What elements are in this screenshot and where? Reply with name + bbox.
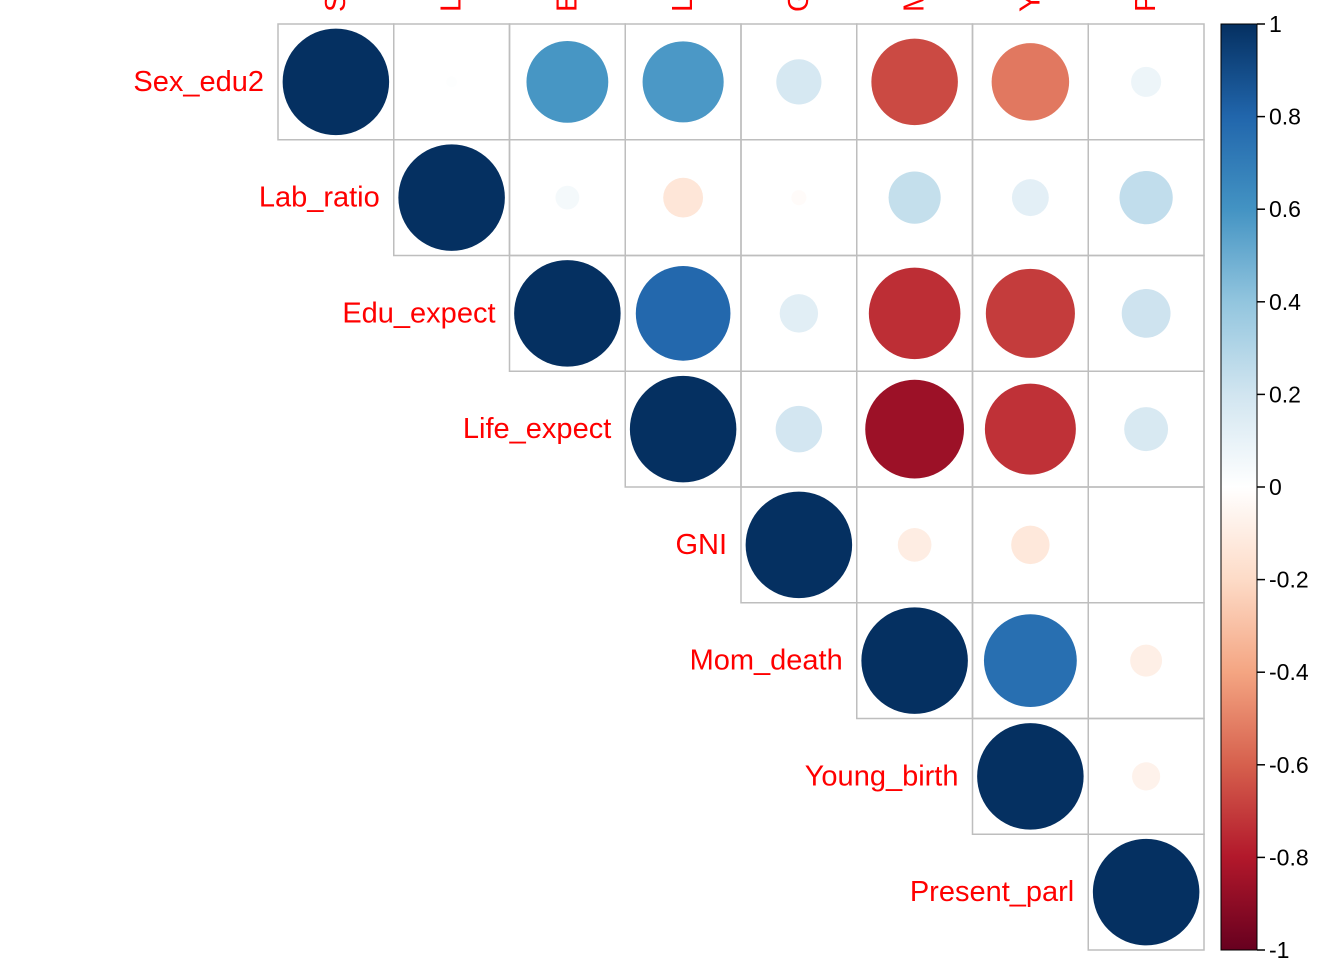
row-label-Life_expect: Life_expect — [463, 413, 611, 445]
corr-circle-Edu_expect-Young_birth — [985, 268, 1075, 358]
cell-GNI-Present_parl — [1087, 486, 1205, 604]
column-label-GNI: GNI — [783, 0, 815, 12]
corr-circle-Lab_ratio-Lab_ratio — [398, 144, 505, 251]
corr-circle-Life_expect-Young_birth — [984, 383, 1076, 475]
row-label-Present_parl: Present_parl — [910, 876, 1074, 908]
corr-circle-Lab_ratio-Mom_death — [888, 171, 941, 224]
corr-circle-Present_parl-Present_parl — [1092, 838, 1200, 946]
corr-circle-Lab_ratio-GNI — [791, 190, 807, 206]
corr-circle-Edu_expect-Life_expect — [635, 266, 731, 361]
correlation-cells — [277, 23, 1205, 951]
corr-circle-Sex_edu2-Lab_ratio — [446, 76, 457, 88]
corr-circle-Edu_expect-Edu_expect — [514, 260, 621, 367]
corr-circle-Sex_edu2-Life_expect — [642, 41, 724, 123]
column-label-Mom_death: Mom_death — [899, 0, 931, 12]
corr-circle-Sex_edu2-Present_parl — [1131, 66, 1162, 97]
corr-circle-Sex_edu2-Mom_death — [871, 38, 958, 126]
row-label-Mom_death: Mom_death — [690, 645, 843, 677]
corr-circle-Sex_edu2-GNI — [776, 59, 822, 105]
legend-tick-label: -1 — [1269, 937, 1289, 960]
corr-circle-Mom_death-Young_birth — [983, 614, 1077, 708]
legend-tick-label: -0.8 — [1269, 844, 1309, 870]
color-legend-ticks: 1 0.8 0.6 0.4 0.2 0 -0.2 -0.4 -0.6 -0.8 -1 — [1257, 11, 1309, 960]
column-label-Lab_ratio: Lab_ratio — [436, 0, 468, 12]
column-labels: Sex_edu2 Lab_ratio Edu_expect Life_expect GN… — [320, 0, 1162, 12]
corr-circle-GNI-Mom_death — [897, 528, 932, 562]
row-labels: Sex_edu2 Lab_ratio Edu_expect Life_expect GN… — [133, 66, 1074, 908]
legend-tick-label: 0.8 — [1269, 104, 1301, 130]
corr-circle-Lab_ratio-Present_parl — [1119, 171, 1173, 225]
corr-circle-Lab_ratio-Life_expect — [663, 177, 704, 218]
corr-circle-GNI-Young_birth — [1011, 525, 1050, 565]
legend-tick-label: 0.2 — [1269, 381, 1301, 407]
corr-circle-Life_expect-Life_expect — [629, 375, 737, 483]
corr-circle-Life_expect-Present_parl — [1124, 407, 1169, 452]
color-legend: 1 0.8 0.6 0.4 0.2 0 -0.2 -0.4 -0.6 -0.8 -1 — [1220, 11, 1309, 960]
column-label-Present_parl: Present_parl — [1130, 0, 1162, 12]
row-label-GNI: GNI — [675, 529, 727, 561]
corr-circle-GNI-GNI — [745, 491, 853, 599]
corr-circle-Life_expect-Mom_death — [865, 379, 965, 479]
column-label-Life_expect: Life_expect — [667, 0, 699, 12]
cell-Present_parl-Present_parl — [1087, 833, 1205, 951]
column-label-Sex_edu2: Sex_edu2 — [320, 0, 352, 12]
corr-circle-Mom_death-Mom_death — [861, 607, 968, 714]
legend-tick-label: -0.4 — [1269, 659, 1309, 685]
legend-tick-label: -0.2 — [1269, 567, 1309, 593]
legend-tick-label: 0.6 — [1269, 196, 1301, 222]
column-label-Edu_expect: Edu_expect — [551, 0, 583, 12]
column-label-Young_birth: Young_birth — [1014, 0, 1046, 12]
corr-circle-Sex_edu2-Edu_expect — [526, 40, 609, 123]
legend-tick-label: 0.4 — [1269, 289, 1301, 315]
corr-circle-Sex_edu2-Young_birth — [991, 43, 1070, 121]
corr-circle-Edu_expect-Present_parl — [1121, 288, 1171, 338]
color-legend-bar — [1220, 23, 1258, 951]
corr-circle-Edu_expect-GNI — [779, 294, 819, 333]
corr-circle-Mom_death-Present_parl — [1130, 644, 1163, 677]
row-label-Sex_edu2: Sex_edu2 — [133, 66, 264, 98]
corr-circle-Lab_ratio-Edu_expect — [555, 185, 580, 210]
corr-circle-Life_expect-GNI — [775, 405, 823, 453]
corr-circle-Edu_expect-Mom_death — [868, 267, 961, 360]
corr-circle-Young_birth-Young_birth — [977, 723, 1084, 830]
legend-tick-label: 1 — [1269, 11, 1282, 37]
row-label-Young_birth: Young_birth — [805, 760, 959, 792]
corr-circle-Lab_ratio-Young_birth — [1011, 179, 1049, 217]
legend-tick-label: -0.6 — [1269, 752, 1309, 778]
row-label-Edu_expect: Edu_expect — [342, 297, 495, 329]
corr-circle-Sex_edu2-Sex_edu2 — [282, 28, 390, 136]
corr-circle-Young_birth-Present_parl — [1132, 762, 1161, 791]
row-label-Lab_ratio: Lab_ratio — [259, 182, 380, 214]
legend-tick-label: 0 — [1269, 474, 1282, 500]
